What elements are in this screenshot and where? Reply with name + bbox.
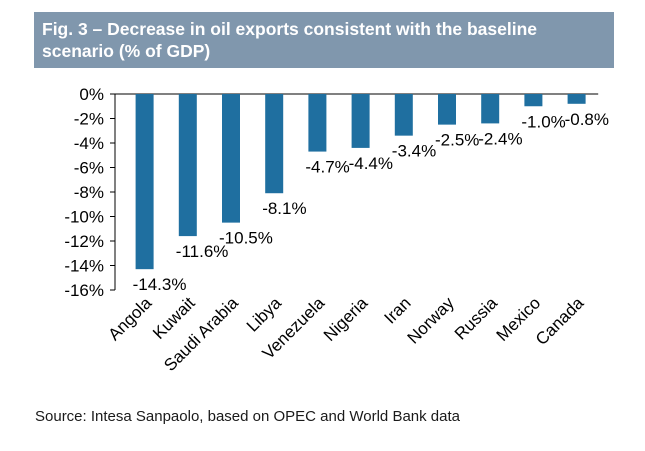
bar [438,94,456,125]
bar [135,94,154,270]
bar [351,94,370,148]
figure-title-bar: Fig. 3 – Decrease in oil exports consist… [34,12,614,68]
category-label: Angola [105,293,156,344]
data-label: -4.4% [349,154,393,173]
y-tick-label: -2% [74,110,104,129]
bar [265,94,284,194]
source-note: Source: Intesa Sanpaolo, based on OPEC a… [35,408,460,425]
bar [394,94,413,136]
category-label: Iran [380,293,414,327]
data-label: -0.8% [565,110,609,129]
bar [481,94,500,124]
bar [308,94,327,152]
data-label: -3.4% [392,142,436,161]
bar [222,94,240,223]
category-label: Russia [451,293,502,344]
category-label: Norway [404,293,459,348]
y-tick-label: -14% [64,257,104,276]
data-label: -4.7% [305,158,349,177]
y-tick-label: -8% [74,183,104,202]
bar-chart: 0% -2% -4% -6% -8% -10% -12% -14% -16% -14.3%Ango… [64,85,609,375]
data-label: -1.0% [521,112,565,131]
y-tick-label: -10% [64,208,104,227]
data-label: -10.5% [219,229,273,248]
y-tick-label: -16% [64,281,104,300]
y-tick-label: -6% [74,159,104,178]
figure-title: Fig. 3 – Decrease in oil exports consist… [42,19,538,61]
data-label: -11.6% [176,242,229,261]
bar [567,94,586,104]
bar [524,94,543,107]
data-label: -2.4% [478,129,522,148]
bar [178,94,197,237]
y-tick-label: -4% [74,134,104,153]
data-label: -14.3% [133,275,187,294]
category-label: Canada [532,293,588,349]
y-tick-label: 0% [79,85,104,104]
data-label: -8.1% [262,199,306,218]
category-label: Nigeria [320,293,372,345]
y-tick-label: -12% [64,232,104,251]
data-label: -2.5% [435,131,479,150]
